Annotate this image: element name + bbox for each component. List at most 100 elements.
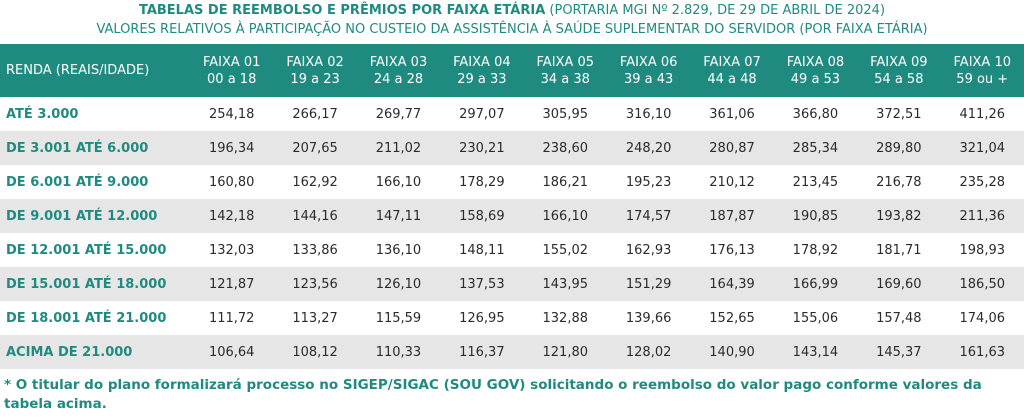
row-label: ATÉ 3.000 [6, 106, 79, 122]
column-header: FAIXA 10 59 ou + [940, 44, 1024, 97]
cell: 155,02 [542, 242, 589, 258]
cell: 145,37 [857, 335, 941, 369]
column-header: FAIXA 04 29 a 33 [440, 44, 524, 97]
row: ACIMA DE 21.000 106,64 108,12 110,33 116,37 1… [0, 335, 1024, 369]
cell: 132,88 [542, 310, 589, 326]
cell: 161,63 [940, 335, 1024, 369]
column-header: FAIXA 03 24 a 28 [356, 44, 441, 97]
cell: 213,45 [792, 174, 839, 190]
column-range: 59 ou + [956, 71, 1009, 87]
row: DE 3.001 ATÉ 6.000 196,34 207,65 211,02 230,… [0, 131, 1024, 165]
row-label: DE 6.001 ATÉ 9.000 [6, 174, 149, 190]
cell: 164,39 [690, 267, 774, 301]
cell: 169,60 [857, 267, 941, 301]
row-label: DE 9.001 ATÉ 12.000 [0, 199, 190, 233]
cell: 162,92 [292, 174, 338, 190]
cell: 123,56 [273, 267, 357, 301]
cell: 116,37 [440, 335, 524, 369]
cell: 142,18 [190, 199, 274, 233]
column-range: 49 a 53 [790, 71, 841, 87]
column-header: FAIXA 08 49 a 53 [773, 44, 858, 97]
cell: 372,51 [876, 106, 922, 122]
cell: 297,07 [459, 106, 505, 122]
row-label: DE 18.001 ATÉ 21.000 [6, 310, 167, 326]
cell: 143,95 [523, 267, 607, 301]
cell: 176,13 [709, 242, 755, 258]
column-header: FAIXA 02 19 a 23 [273, 44, 357, 97]
cell: 136,10 [375, 242, 422, 258]
title-rest: (PORTARIA MGI Nº 2.829, DE 29 DE ABRIL D… [549, 3, 886, 18]
cell: 366,80 [792, 106, 839, 122]
cell: 186,50 [940, 267, 1024, 301]
cell: 162,93 [625, 242, 672, 258]
column-name: FAIXA 05 [536, 54, 594, 70]
column-name: FAIXA 10 [953, 54, 1011, 70]
cell: 193,82 [857, 199, 941, 233]
row: DE 15.001 ATÉ 18.000 121,87 123,56 126,10 13… [0, 267, 1024, 301]
cell: 321,04 [940, 131, 1024, 165]
cell: 158,69 [440, 199, 524, 233]
cell: 411,26 [959, 106, 1006, 122]
cell: 196,34 [190, 131, 274, 165]
column-name: FAIXA 08 [786, 54, 845, 70]
column-range: 00 a 18 [207, 71, 257, 87]
cell: 147,11 [356, 199, 441, 233]
cell: 266,17 [292, 106, 338, 122]
cell: 211,36 [940, 199, 1024, 233]
cell: 210,12 [709, 174, 755, 190]
cell: 316,10 [625, 106, 672, 122]
column-range: 44 a 48 [707, 71, 757, 87]
title: TABELAS DE REEMBOLSO E PRÊMIOS POR FAIXA… [0, 3, 1024, 18]
cell: 174,06 [959, 310, 1006, 326]
cell: 151,29 [606, 267, 691, 301]
cell: 139,66 [625, 310, 672, 326]
column-header: FAIXA 06 39 a 43 [606, 44, 691, 97]
cell: 166,99 [773, 267, 858, 301]
cell: 190,85 [773, 199, 858, 233]
column-name: FAIXA 06 [619, 54, 678, 70]
cell: 207,65 [273, 131, 357, 165]
cell: 178,92 [792, 242, 839, 258]
column-header: FAIXA 09 54 a 58 [857, 44, 941, 97]
cell: 132,03 [208, 242, 255, 258]
column-name: FAIXA 07 [703, 54, 761, 70]
cell: 121,87 [190, 267, 274, 301]
cell: 108,12 [273, 335, 357, 369]
cell: 113,27 [292, 310, 338, 326]
row: DE 12.001 ATÉ 15.000 132,03 133,86 136,10 14… [0, 233, 1024, 267]
cell: 155,06 [792, 310, 839, 326]
cell: 230,21 [440, 131, 524, 165]
column-range: 39 a 43 [623, 71, 674, 87]
cell: 254,18 [208, 106, 255, 122]
cell: 238,60 [523, 131, 607, 165]
column-header: FAIXA 07 44 a 48 [690, 44, 774, 97]
cell: 121,80 [523, 335, 607, 369]
cell: 305,95 [542, 106, 589, 122]
cell: 186,21 [542, 174, 589, 190]
cell: 198,93 [959, 242, 1006, 258]
cell: 126,95 [459, 310, 505, 326]
cell: 195,23 [625, 174, 672, 190]
corner: RENDA (REAIS/IDADE) [0, 44, 190, 97]
cell: 137,53 [440, 267, 524, 301]
row-label: DE 3.001 ATÉ 6.000 [0, 131, 190, 165]
subtitle: VALORES RELATIVOS À PARTICIPAÇÃO NO CUST… [96, 22, 928, 37]
cell: 289,80 [857, 131, 941, 165]
cell: 166,10 [375, 174, 422, 190]
column-name: FAIXA 01 [202, 54, 261, 70]
title-bold: TABELAS DE REEMBOLSO E PRÊMIOS POR FAIXA… [138, 3, 546, 18]
column-name: FAIXA 02 [286, 54, 344, 70]
cell: 110,33 [356, 335, 441, 369]
column-range: 24 a 28 [373, 71, 424, 87]
column-range: 19 a 23 [290, 71, 340, 87]
cell: 248,20 [606, 131, 691, 165]
row-label: DE 15.001 ATÉ 18.000 [0, 267, 190, 301]
header-row: RENDA (REAIS/IDADE) FAIXA 01 00 a 18 FAIXA … [0, 44, 1024, 97]
cell: 111,72 [208, 310, 255, 326]
column-name: FAIXA 09 [870, 54, 928, 70]
footnote: * O titular do plano formalizará process… [4, 377, 982, 412]
cell: 211,02 [356, 131, 441, 165]
cell: 216,78 [876, 174, 922, 190]
cell: 152,65 [709, 310, 755, 326]
